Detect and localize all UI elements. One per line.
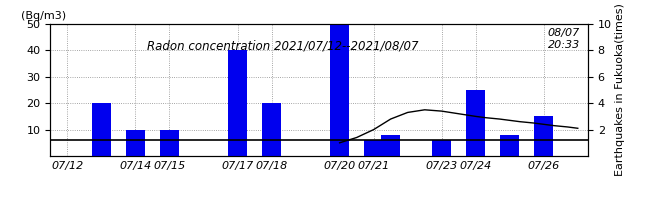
Bar xyxy=(501,135,519,156)
Bar xyxy=(330,16,349,156)
Y-axis label: Earthquakes in Fukuoka(times): Earthquakes in Fukuoka(times) xyxy=(614,4,624,176)
Bar xyxy=(92,103,111,156)
Text: (Bq/m3): (Bq/m3) xyxy=(21,11,66,21)
Text: Radon concentration 2021/07/12--2021/08/07: Radon concentration 2021/07/12--2021/08/… xyxy=(147,40,419,53)
Bar xyxy=(432,140,451,156)
Bar xyxy=(534,116,553,156)
Bar xyxy=(364,140,383,156)
Bar xyxy=(228,50,247,156)
Bar xyxy=(466,90,485,156)
Text: 08/07
20:33: 08/07 20:33 xyxy=(548,28,580,50)
Bar xyxy=(381,135,400,156)
Bar xyxy=(262,103,281,156)
Bar xyxy=(126,130,145,156)
Bar xyxy=(160,130,179,156)
